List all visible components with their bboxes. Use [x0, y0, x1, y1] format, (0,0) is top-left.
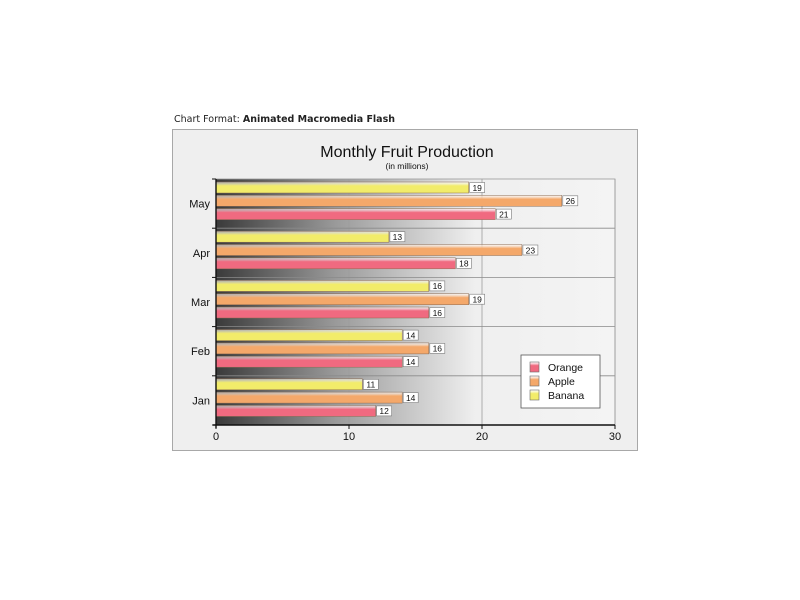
- bar-orange-apr: [215, 257, 456, 270]
- bar-banana-mar: [215, 280, 430, 292]
- category-label: Jan: [192, 395, 210, 407]
- data-label-box: [469, 182, 486, 193]
- data-label-box: [402, 329, 419, 341]
- data-label-box: [429, 307, 446, 318]
- data-label-apple-feb: 16: [433, 344, 443, 354]
- bar-apple-may: [215, 195, 563, 207]
- category-label: Feb: [191, 346, 210, 358]
- data-label-box: [429, 343, 446, 354]
- chart-subtitle: (in millions): [386, 161, 429, 171]
- x-tick-label: 20: [476, 431, 488, 443]
- category-label: May: [189, 199, 210, 211]
- x-tick-label: 0: [213, 431, 219, 443]
- data-label-orange-jan: 12: [379, 406, 389, 416]
- data-label-box: [363, 379, 379, 390]
- chart-format-value: Animated Macromedia Flash: [242, 114, 396, 125]
- bar-orange-feb: [215, 355, 403, 368]
- data-label-banana-feb: 14: [406, 330, 416, 340]
- data-label-box: [376, 405, 392, 417]
- legend-swatch-banana: [529, 389, 540, 401]
- bar-banana-may: [215, 181, 469, 194]
- data-label-box: [469, 293, 486, 305]
- fruit-production-chart: Monthly Fruit Production (in millions) 1…: [172, 129, 638, 451]
- data-label-apple-apr: 23: [526, 245, 536, 255]
- bar-apple-feb: [215, 342, 430, 355]
- data-label-apple-mar: 19: [472, 295, 482, 305]
- data-label-box: [562, 195, 579, 207]
- chart-format-caption: Chart Format: Animated Macromedia Flash: [174, 114, 395, 125]
- x-tick-label: 30: [609, 431, 621, 443]
- bar-orange-mar: [215, 306, 430, 319]
- data-label-banana-mar: 16: [433, 281, 443, 291]
- data-label-apple-jan: 14: [406, 393, 416, 403]
- chart-title: Monthly Fruit Production: [320, 144, 493, 161]
- data-label-orange-feb: 14: [406, 357, 416, 367]
- legend-label-banana: Banana: [548, 390, 584, 402]
- data-label-orange-may: 21: [499, 209, 509, 219]
- data-label-box: [456, 258, 472, 269]
- bar-apple-mar: [215, 293, 469, 305]
- data-label-box: [522, 244, 539, 256]
- data-label-box: [389, 231, 406, 242]
- bar-apple-jan: [215, 391, 403, 404]
- category-label: Mar: [191, 297, 210, 309]
- bar-banana-jan: [215, 378, 363, 391]
- data-label-banana-may: 19: [472, 183, 482, 193]
- data-label-box: [402, 356, 419, 367]
- legend-swatch-apple: [529, 375, 540, 387]
- legend-label-orange: Orange: [548, 362, 583, 374]
- chart-format-label: Chart Format:: [174, 114, 240, 125]
- data-label-box: [495, 208, 512, 220]
- data-label-box: [402, 392, 419, 403]
- category-label: Apr: [193, 248, 210, 260]
- data-label-orange-apr: 18: [459, 259, 469, 269]
- x-tick-label: 10: [343, 431, 355, 443]
- data-label-banana-apr: 13: [393, 232, 403, 242]
- bar-apple-apr: [215, 244, 523, 256]
- data-label-banana-jan: 11: [366, 380, 375, 390]
- bar-banana-apr: [215, 230, 390, 243]
- bar-orange-may: [215, 208, 496, 220]
- data-label-box: [429, 280, 446, 292]
- legend-swatch-orange: [529, 361, 540, 373]
- data-label-orange-mar: 16: [433, 308, 443, 318]
- bar-banana-feb: [215, 329, 403, 341]
- legend-label-apple: Apple: [548, 376, 575, 388]
- data-label-apple-may: 26: [566, 196, 576, 206]
- bar-orange-jan: [215, 405, 376, 417]
